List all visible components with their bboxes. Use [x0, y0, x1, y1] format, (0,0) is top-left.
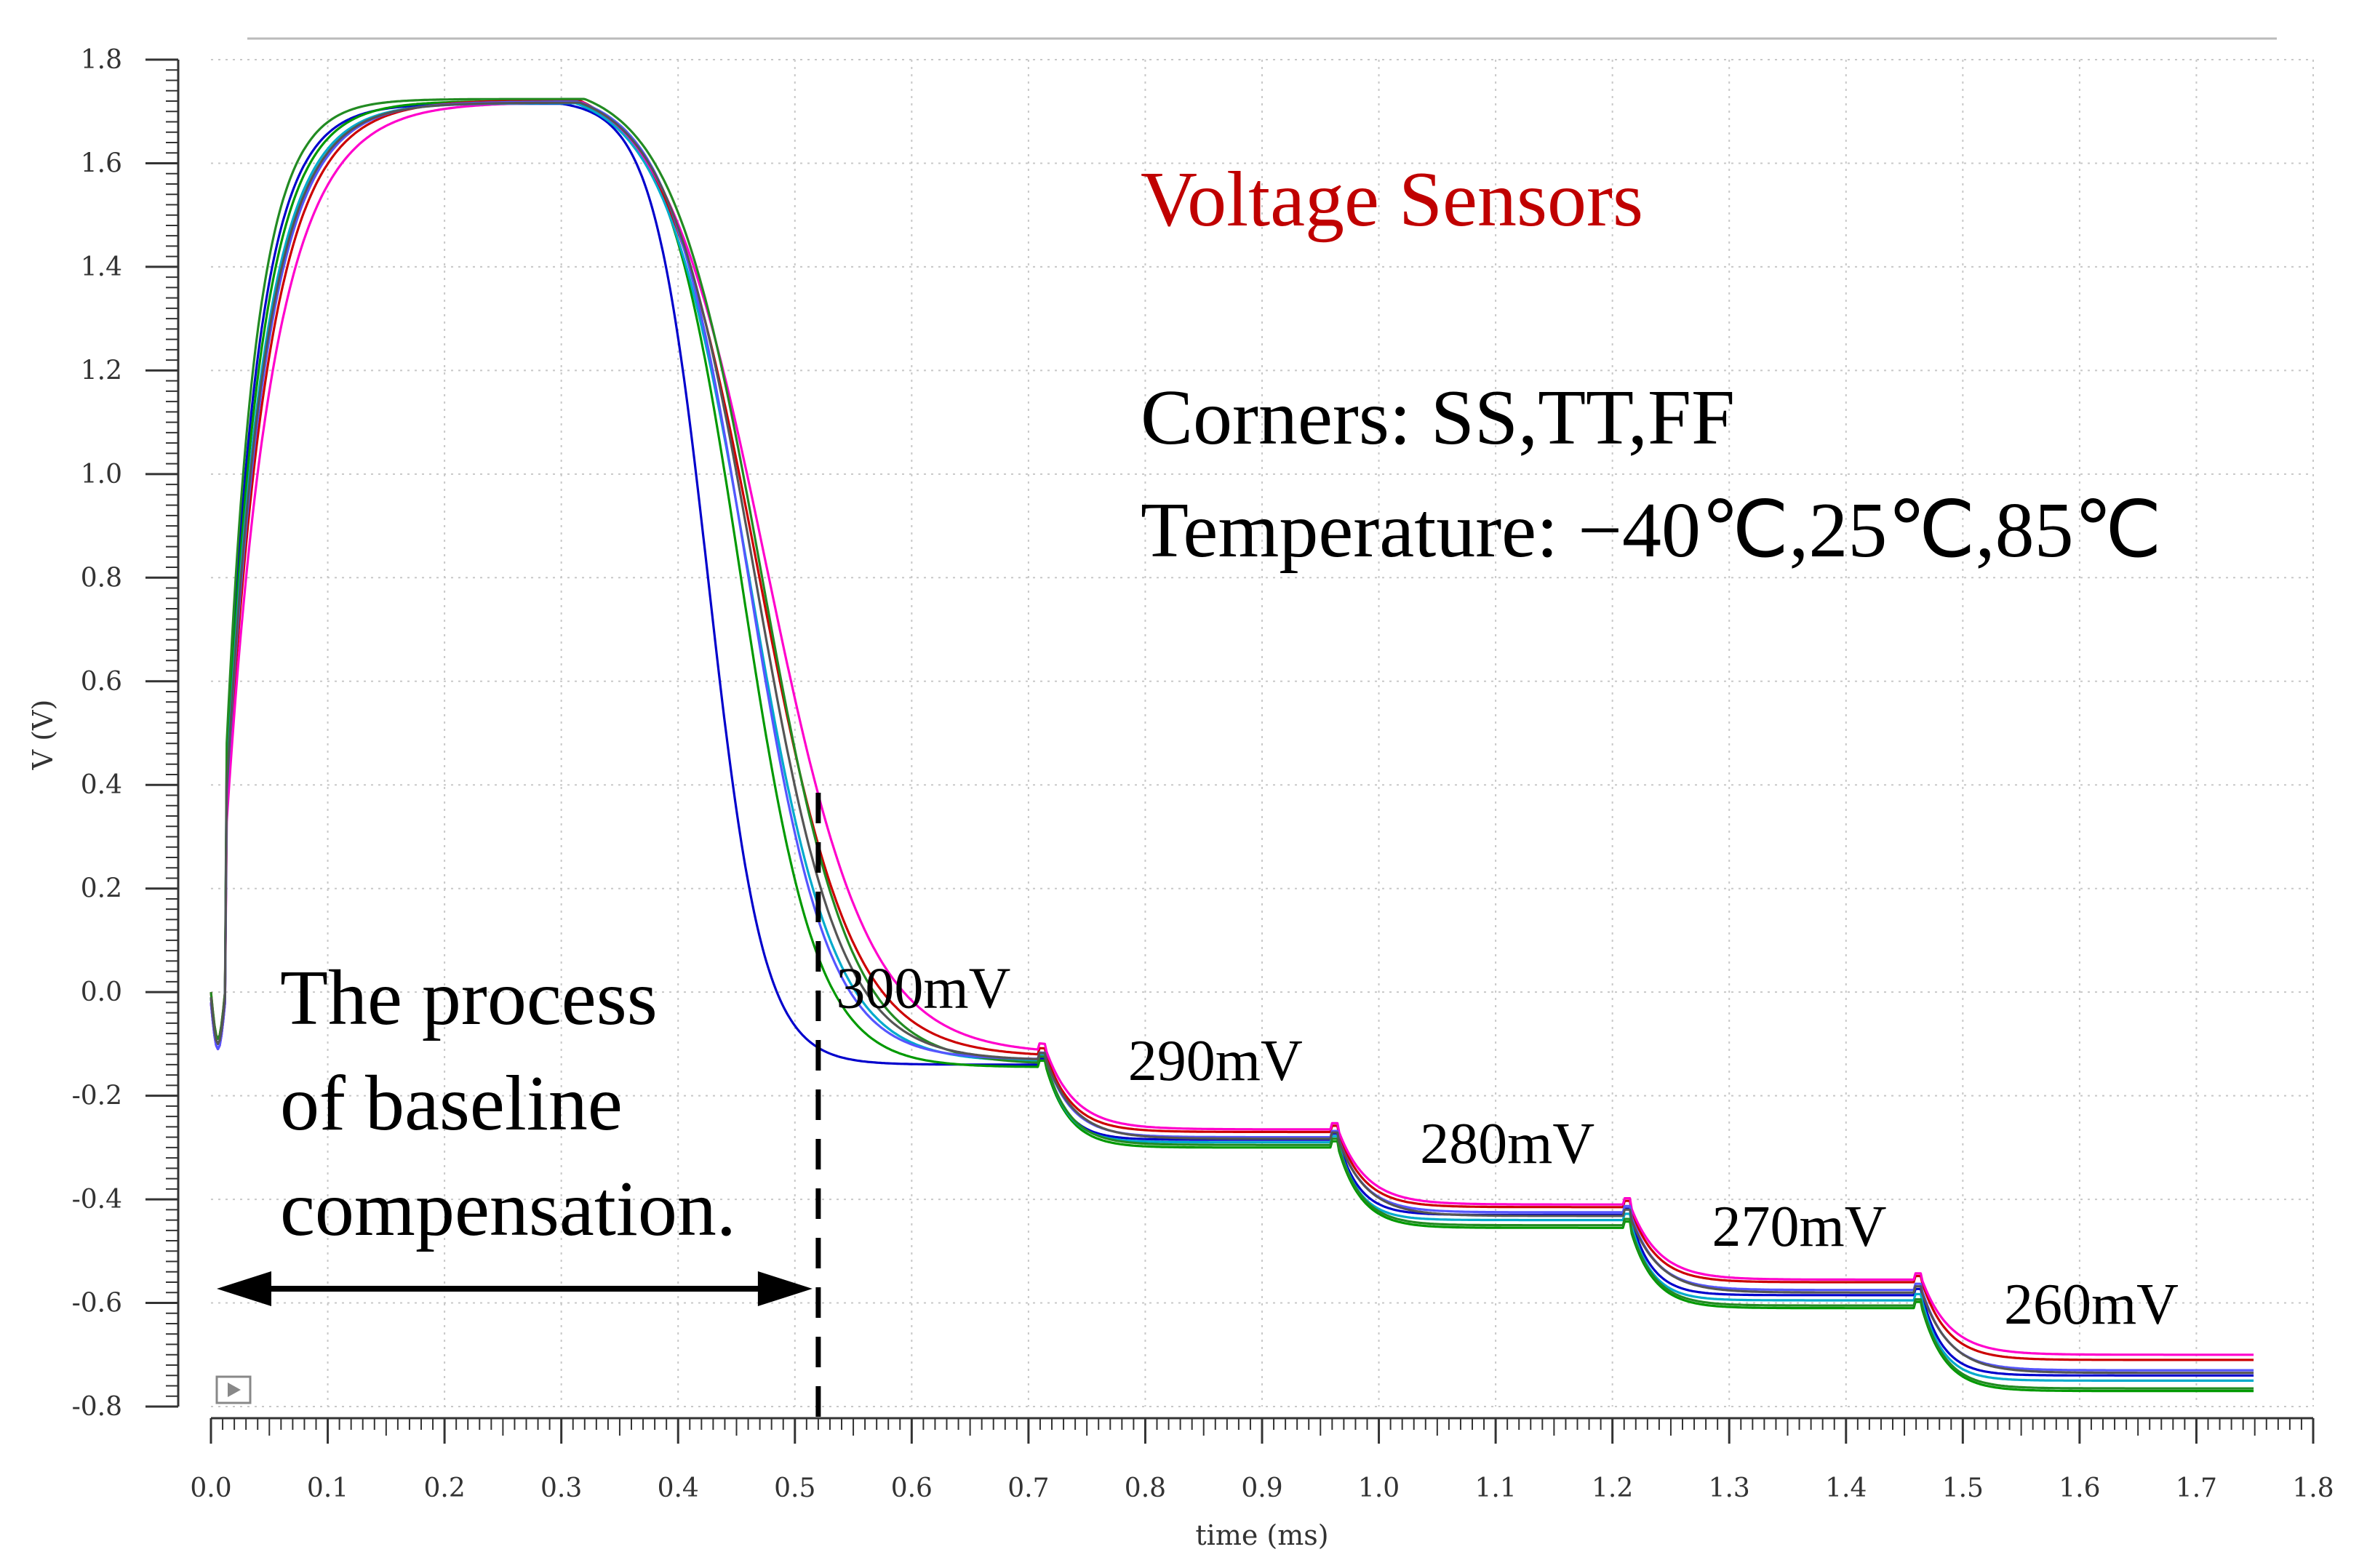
y-axis-label: V (V) — [27, 700, 59, 771]
x-tick-label: 0.9 — [1241, 1473, 1282, 1503]
temperature-annotation: Temperature: −40℃,25℃,85℃ — [1141, 487, 2162, 574]
x-tick-label: 1.0 — [1358, 1473, 1400, 1503]
step-label: 270mV — [1712, 1195, 1887, 1259]
baseline-range-arrow — [217, 1271, 813, 1306]
x-axis-label: time (ms) — [1195, 1519, 1328, 1551]
step-labels: 300mV 290mV 280mV 270mV 260mV — [836, 957, 2179, 1337]
series-line — [209, 97, 2254, 1390]
chart-title: Voltage Sensors — [1141, 156, 1643, 243]
x-tick-label: 1.4 — [1825, 1473, 1867, 1503]
x-tick-label: 0.8 — [1125, 1473, 1166, 1503]
x-tick-label: 1.7 — [2176, 1473, 2217, 1503]
y-tick-label: 0.6 — [81, 667, 122, 697]
x-tick-label: 1.8 — [2292, 1473, 2334, 1503]
corners-annotation: Corners: SS,TT,FF — [1141, 375, 1735, 461]
y-tick-label: 1.4 — [81, 252, 122, 282]
x-tick-label: 0.3 — [540, 1473, 582, 1503]
series-group — [209, 97, 2254, 1393]
y-tick-label: 0.0 — [81, 977, 122, 1007]
series-line — [209, 99, 2254, 1361]
process-annotation-line2: of baseline — [280, 1060, 623, 1147]
step-label: 280mV — [1420, 1112, 1594, 1176]
x-tick-label: 0.2 — [423, 1473, 465, 1503]
x-tick-label: 1.5 — [1942, 1473, 1984, 1503]
y-tick-label: 1.8 — [81, 45, 122, 75]
x-tick-label: 0.5 — [774, 1473, 815, 1503]
step-label: 290mV — [1128, 1029, 1303, 1093]
y-tick-label: 1.6 — [81, 148, 122, 178]
process-annotation-line1: The process — [280, 955, 658, 1041]
y-tick-label: 0.4 — [81, 770, 122, 800]
y-tick-label: -0.2 — [72, 1081, 122, 1111]
process-annotation-line3: compensation. — [280, 1166, 736, 1252]
y-tick-label: 1.0 — [81, 460, 122, 489]
arrow-head-right — [757, 1271, 813, 1306]
grid — [211, 59, 2314, 1407]
arrow-head-left — [217, 1271, 271, 1306]
x-tick-label: 0.1 — [307, 1473, 348, 1503]
x-tick-label: 0.0 — [190, 1473, 231, 1503]
step-label: 300mV — [836, 957, 1010, 1021]
x-tick-label: 1.1 — [1474, 1473, 1516, 1503]
y-tick-label: 0.8 — [81, 563, 122, 593]
x-tick-label: 1.6 — [2059, 1473, 2100, 1503]
x-tick-label: 0.4 — [658, 1473, 699, 1503]
x-tick-label: 1.2 — [1592, 1473, 1633, 1503]
x-tick-label: 1.3 — [1709, 1473, 1750, 1503]
play-icon[interactable] — [215, 1375, 252, 1404]
y-tick-label: -0.8 — [72, 1392, 122, 1422]
y-tick-label: -0.6 — [72, 1289, 122, 1319]
y-tick-label: 1.2 — [81, 356, 122, 385]
y-tick-label: -0.4 — [72, 1185, 122, 1215]
series-line — [209, 101, 2254, 1375]
x-tick-label: 0.7 — [1007, 1473, 1049, 1503]
step-label: 260mV — [2004, 1273, 2179, 1337]
x-tick-label: 0.6 — [891, 1473, 933, 1503]
y-tick-label: 0.2 — [81, 874, 122, 904]
axes: 0.0 0.1 0.2 0.3 0.4 0.5 0.6 0.7 0.8 0.9 1.0 1.1 1.2 1… — [72, 45, 2334, 1503]
